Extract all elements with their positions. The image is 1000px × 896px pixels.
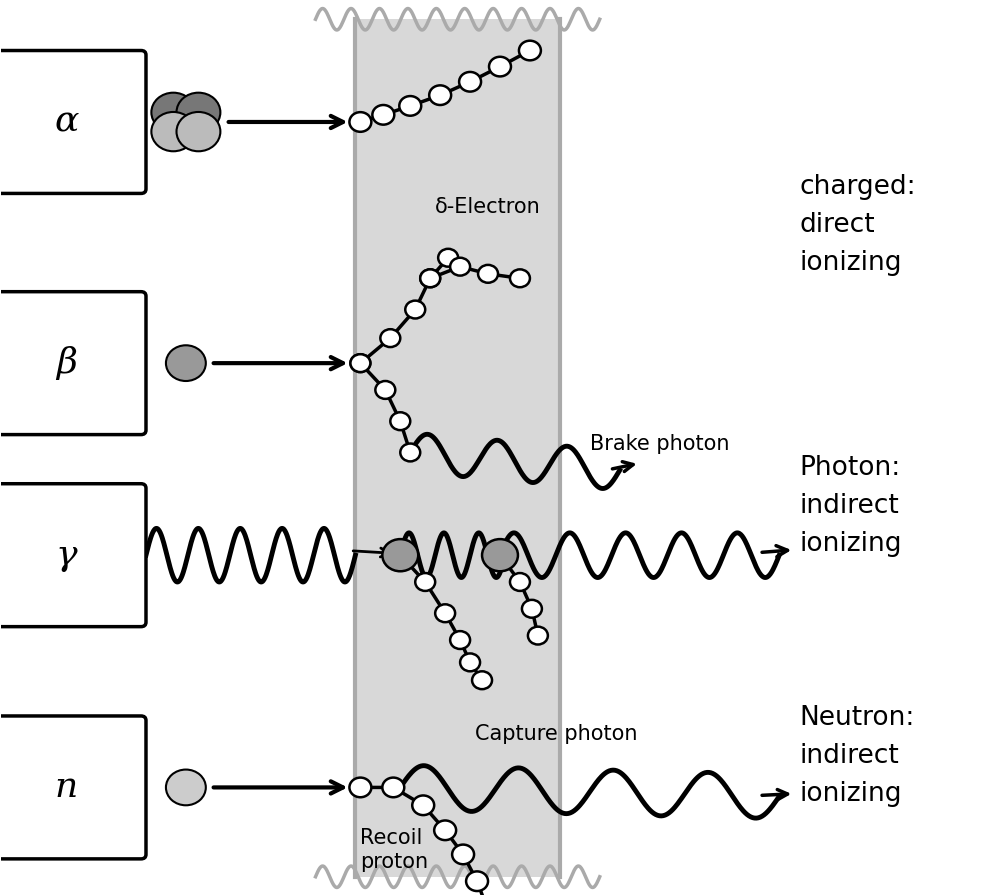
Circle shape bbox=[382, 539, 418, 572]
Circle shape bbox=[390, 547, 410, 564]
Circle shape bbox=[450, 631, 470, 649]
Circle shape bbox=[151, 112, 195, 151]
FancyBboxPatch shape bbox=[0, 292, 146, 435]
Circle shape bbox=[429, 85, 451, 105]
Circle shape bbox=[390, 412, 410, 430]
Circle shape bbox=[434, 821, 456, 840]
Circle shape bbox=[489, 56, 511, 76]
Text: Recoil
proton: Recoil proton bbox=[360, 828, 429, 872]
Text: δ-Electron: δ-Electron bbox=[435, 197, 541, 217]
Circle shape bbox=[151, 92, 195, 132]
Circle shape bbox=[420, 270, 440, 288]
Circle shape bbox=[375, 381, 395, 399]
FancyBboxPatch shape bbox=[0, 484, 146, 626]
Circle shape bbox=[450, 258, 470, 276]
Circle shape bbox=[459, 72, 481, 91]
Text: Neutron:
indirect
ionizing: Neutron: indirect ionizing bbox=[799, 705, 915, 807]
FancyBboxPatch shape bbox=[0, 50, 146, 194]
Circle shape bbox=[490, 547, 510, 564]
Circle shape bbox=[166, 770, 206, 806]
Text: n: n bbox=[55, 771, 78, 805]
Text: Brake photon: Brake photon bbox=[590, 434, 729, 453]
FancyBboxPatch shape bbox=[0, 716, 146, 859]
Circle shape bbox=[349, 778, 371, 797]
Circle shape bbox=[519, 40, 541, 60]
Circle shape bbox=[177, 92, 220, 132]
Circle shape bbox=[166, 345, 206, 381]
Circle shape bbox=[528, 626, 548, 644]
Text: γ: γ bbox=[55, 538, 77, 573]
Circle shape bbox=[510, 270, 530, 288]
Text: α: α bbox=[54, 105, 78, 139]
Circle shape bbox=[435, 604, 455, 622]
Circle shape bbox=[510, 573, 530, 591]
Circle shape bbox=[460, 653, 480, 671]
Circle shape bbox=[412, 796, 434, 815]
Text: charged:
direct
ionizing: charged: direct ionizing bbox=[799, 174, 916, 276]
Circle shape bbox=[380, 329, 400, 347]
Circle shape bbox=[466, 872, 488, 891]
Circle shape bbox=[350, 354, 370, 372]
Circle shape bbox=[478, 265, 498, 283]
Circle shape bbox=[482, 539, 518, 572]
Circle shape bbox=[399, 96, 421, 116]
Circle shape bbox=[349, 112, 371, 132]
Bar bbox=[355, 19, 560, 877]
Text: β: β bbox=[56, 346, 77, 380]
Circle shape bbox=[400, 444, 420, 461]
Circle shape bbox=[372, 105, 394, 125]
Text: Photon:
indirect
ionizing: Photon: indirect ionizing bbox=[799, 455, 902, 557]
Circle shape bbox=[420, 270, 440, 288]
Circle shape bbox=[382, 778, 404, 797]
Circle shape bbox=[438, 249, 458, 267]
Circle shape bbox=[177, 112, 220, 151]
Text: Capture photon: Capture photon bbox=[475, 724, 638, 744]
Circle shape bbox=[522, 599, 542, 617]
Circle shape bbox=[472, 671, 492, 689]
Circle shape bbox=[405, 301, 425, 318]
Circle shape bbox=[350, 354, 370, 372]
Circle shape bbox=[415, 573, 435, 591]
Circle shape bbox=[452, 845, 474, 865]
